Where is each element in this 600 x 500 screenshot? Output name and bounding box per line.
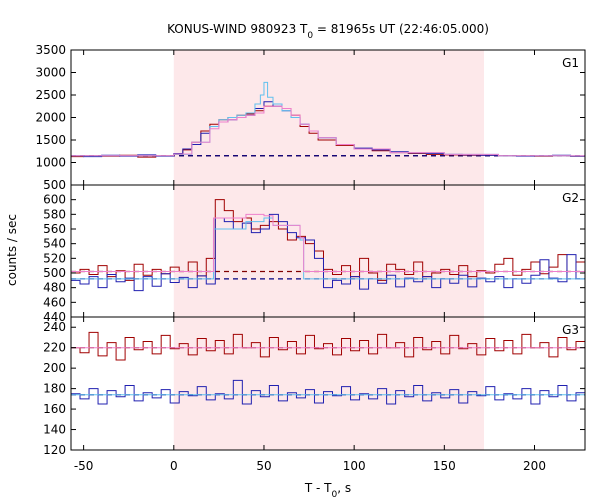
x-tick-label: -50 xyxy=(74,459,94,473)
x-tick-label: 100 xyxy=(343,459,366,473)
series-red xyxy=(71,199,586,281)
y-tick-label: 140 xyxy=(43,423,66,437)
y-tick-label: 120 xyxy=(43,443,66,457)
y-tick-label: 540 xyxy=(43,237,66,251)
chart-title: KONUS-WIND 980923 T0 = 81965s UT (22:46:… xyxy=(167,22,489,41)
y-tick-label: 220 xyxy=(43,341,66,355)
x-tick-label: 150 xyxy=(433,459,456,473)
y-axis-label: counts / sec xyxy=(5,214,19,286)
y-tick-label: 500 xyxy=(43,266,66,280)
y-tick-label: 240 xyxy=(43,320,66,334)
series-red xyxy=(71,331,586,361)
series-pink xyxy=(71,105,585,157)
y-tick-label: 2000 xyxy=(35,111,66,125)
x-tick-label: 0 xyxy=(170,459,178,473)
panel-label: G2 xyxy=(562,191,579,205)
series-blue xyxy=(71,379,586,405)
y-tick-label: 1500 xyxy=(35,133,66,147)
panel-label: G3 xyxy=(562,323,579,337)
panel-frame xyxy=(70,316,586,451)
y-tick-label: 460 xyxy=(43,295,66,309)
panel-g3: 240 220 200 180 160 140 120 G3 xyxy=(43,316,586,457)
x-axis-label: T - T0, s xyxy=(304,481,351,500)
series-blue xyxy=(71,213,586,292)
highlight-interval xyxy=(173,50,485,185)
y-tick-label: 600 xyxy=(43,193,66,207)
panel-g1: 3500 3000 2500 2000 1500 1000 500 G1 xyxy=(35,43,586,192)
y-tick-label: 3500 xyxy=(35,43,66,57)
y-tick-label: 440 xyxy=(43,310,66,324)
y-tick-label: 2500 xyxy=(35,88,66,102)
y-tick-label: 180 xyxy=(43,382,66,396)
y-tick-label: 1000 xyxy=(35,156,66,170)
panel-label: G1 xyxy=(562,56,579,70)
series-pink xyxy=(71,213,585,273)
y-tick-label: 520 xyxy=(43,251,66,265)
highlight-interval xyxy=(173,317,485,450)
series-light_blue xyxy=(71,217,585,280)
y-tick-label: 160 xyxy=(43,402,66,416)
y-tick-label: 3000 xyxy=(35,66,66,80)
y-tick-label: 200 xyxy=(43,361,66,375)
x-tick-label: 50 xyxy=(256,459,271,473)
y-tick-label: 560 xyxy=(43,222,66,236)
y-tick-label: 500 xyxy=(43,178,66,192)
y-tick-label: 580 xyxy=(43,207,66,221)
highlight-interval xyxy=(173,185,485,317)
x-tick-label: 200 xyxy=(523,459,546,473)
plot-area: 350030002500200015001000500G160058056054… xyxy=(35,43,586,473)
y-tick-label: 480 xyxy=(43,281,66,295)
